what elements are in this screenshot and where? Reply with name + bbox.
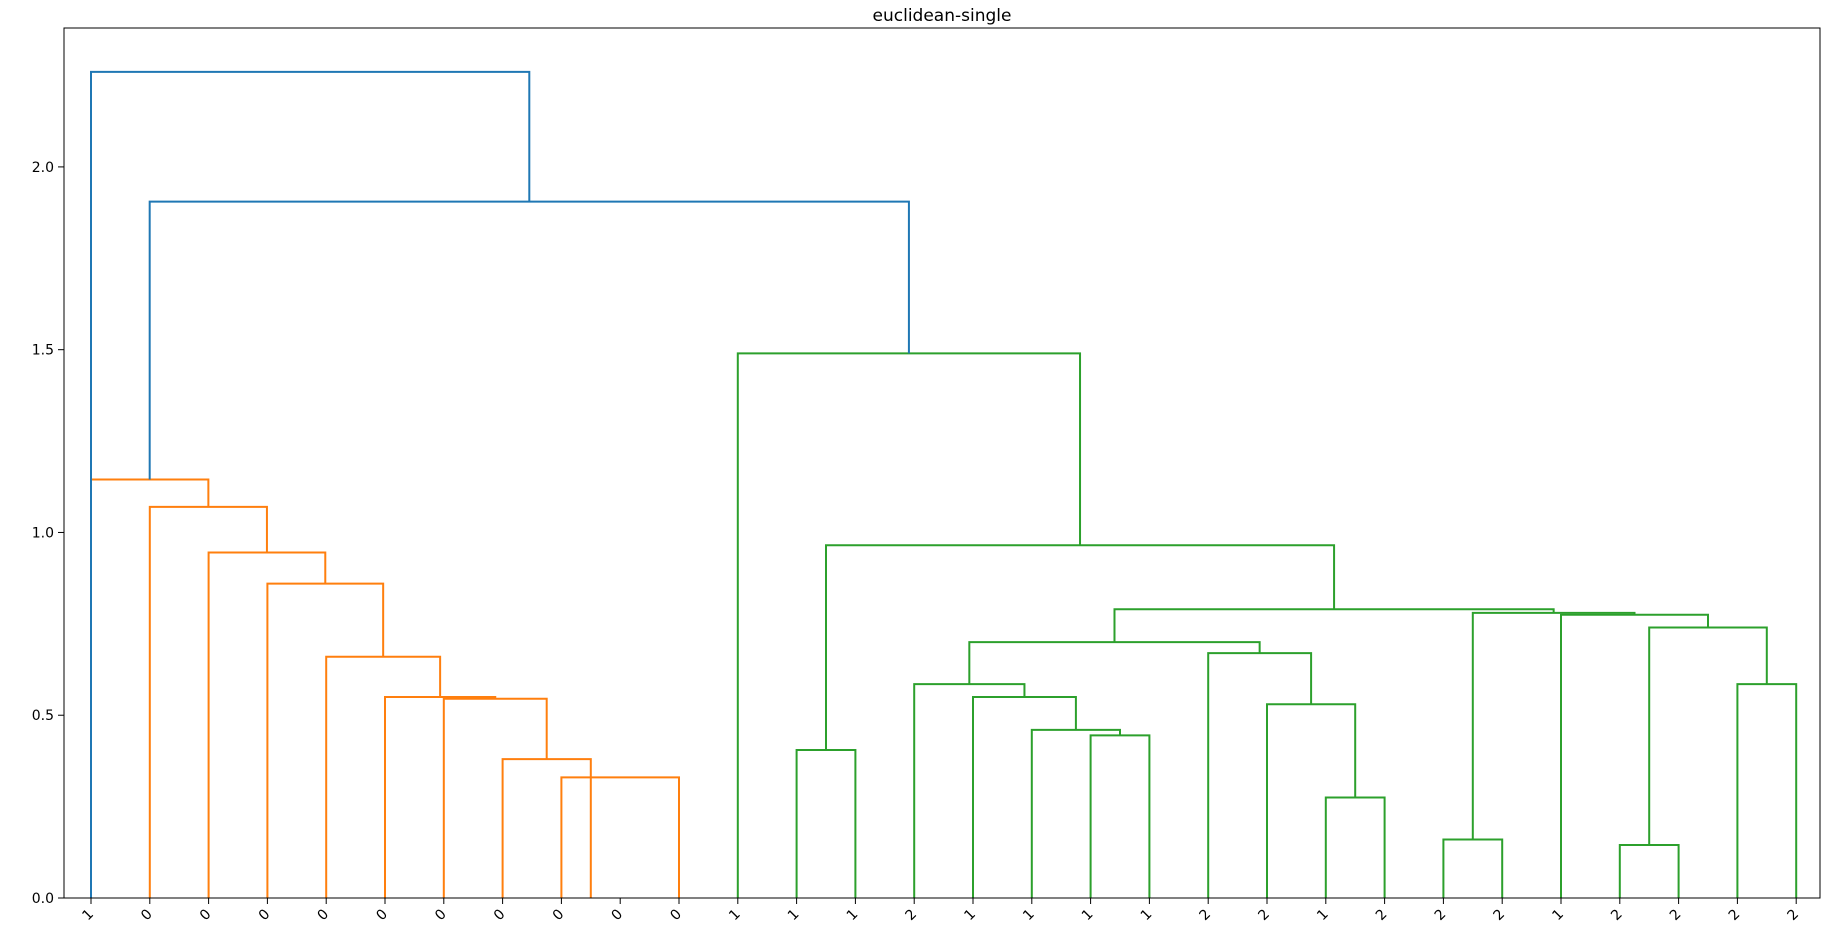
leaf-label-12: 1 [785,906,803,924]
dendrogram-link-21 [1648,626,1768,845]
leaf-label-21: 1 [1314,906,1332,924]
leaf-label-14: 2 [903,906,921,924]
chart-title: euclidean-single [873,6,1012,26]
leaf-label-8: 0 [550,906,568,924]
leaf-label-27: 2 [1667,906,1685,924]
leaf-label-24: 2 [1491,906,1509,924]
dendrogram-link-9 [795,748,857,898]
leaf-label-20: 2 [1255,906,1273,924]
leaf-label-0: 1 [79,906,97,924]
leaf-label-7: 0 [491,906,509,924]
leaf-label-6: 0 [432,906,450,924]
dendrogram-link-4 [325,655,442,898]
leaf-label-4: 0 [315,906,333,924]
leaf-label-2: 0 [197,906,215,924]
dendrogram-link-13 [913,683,1026,898]
leaf-label-13: 1 [844,906,862,924]
leaf-label-23: 2 [1432,906,1450,924]
dendrogram-link-12 [972,695,1077,898]
dendrogram-link-3 [384,695,497,898]
dendrogram-link-18 [1442,838,1504,898]
leaf-label-16: 1 [1020,906,1038,924]
x-axis-leaf-labels: 1 0 0 0 0 0 0 0 0 0 0 1 1 1 2 1 1 1 1 2 2 1 2 2 2 1 2 2 2 2 [79,898,1802,924]
dendrogram-link-2 [442,697,548,898]
dendrogram-link-20 [1736,683,1798,898]
y-axis: 0.0 0.5 1.0 1.5 2.0 [32,160,64,907]
dendrogram-link-14 [1324,796,1386,898]
y-tick-label-0: 0.0 [32,891,54,907]
dendrogram-link-22 [1560,613,1709,898]
dendrogram-link-25 [825,544,1336,750]
leaf-label-3: 0 [256,906,274,924]
leaf-label-18: 1 [1138,906,1156,924]
dendrogram-link-28 [90,70,531,898]
dendrogram-link-6 [207,551,327,898]
leaf-label-11: 1 [726,906,744,924]
leaf-label-17: 1 [1079,906,1097,924]
leaf-label-25: 1 [1549,906,1567,924]
dendrogram-link-16 [1207,652,1313,898]
dendrogram-link-10 [1089,734,1151,898]
dendrogram-link-17 [968,641,1261,685]
y-tick-label-3: 1.5 [32,343,54,359]
leaf-label-10: 0 [667,906,685,924]
dendrogram-link-15 [1266,703,1357,898]
leaf-label-28: 2 [1726,906,1744,924]
y-tick-label-2: 1.0 [32,525,54,541]
dendrogram-link-26 [736,352,1082,898]
dendrogram-link-1 [501,758,592,898]
leaf-label-1: 0 [138,906,156,924]
leaf-label-5: 0 [373,906,391,924]
dendrogram-link-19 [1618,843,1680,898]
dendrogram-link-23 [1471,611,1636,840]
leaf-label-19: 2 [1197,906,1215,924]
leaf-label-15: 1 [961,906,979,924]
dendrogram-link-7 [148,505,268,898]
leaf-label-9: 0 [609,906,627,924]
dendrogram-links [90,70,1798,898]
dendrogram-link-27 [148,200,910,480]
dendrogram-link-11 [1030,728,1121,898]
leaf-label-26: 2 [1608,906,1626,924]
y-tick-label-1: 0.5 [32,708,54,724]
dendrogram-link-24 [1113,608,1555,643]
leaf-label-29: 2 [1785,906,1803,924]
dendrogram-link-0 [560,776,680,898]
y-tick-label-4: 2.0 [32,160,54,176]
leaf-label-22: 2 [1373,906,1391,924]
plot-frame [63,27,1821,899]
